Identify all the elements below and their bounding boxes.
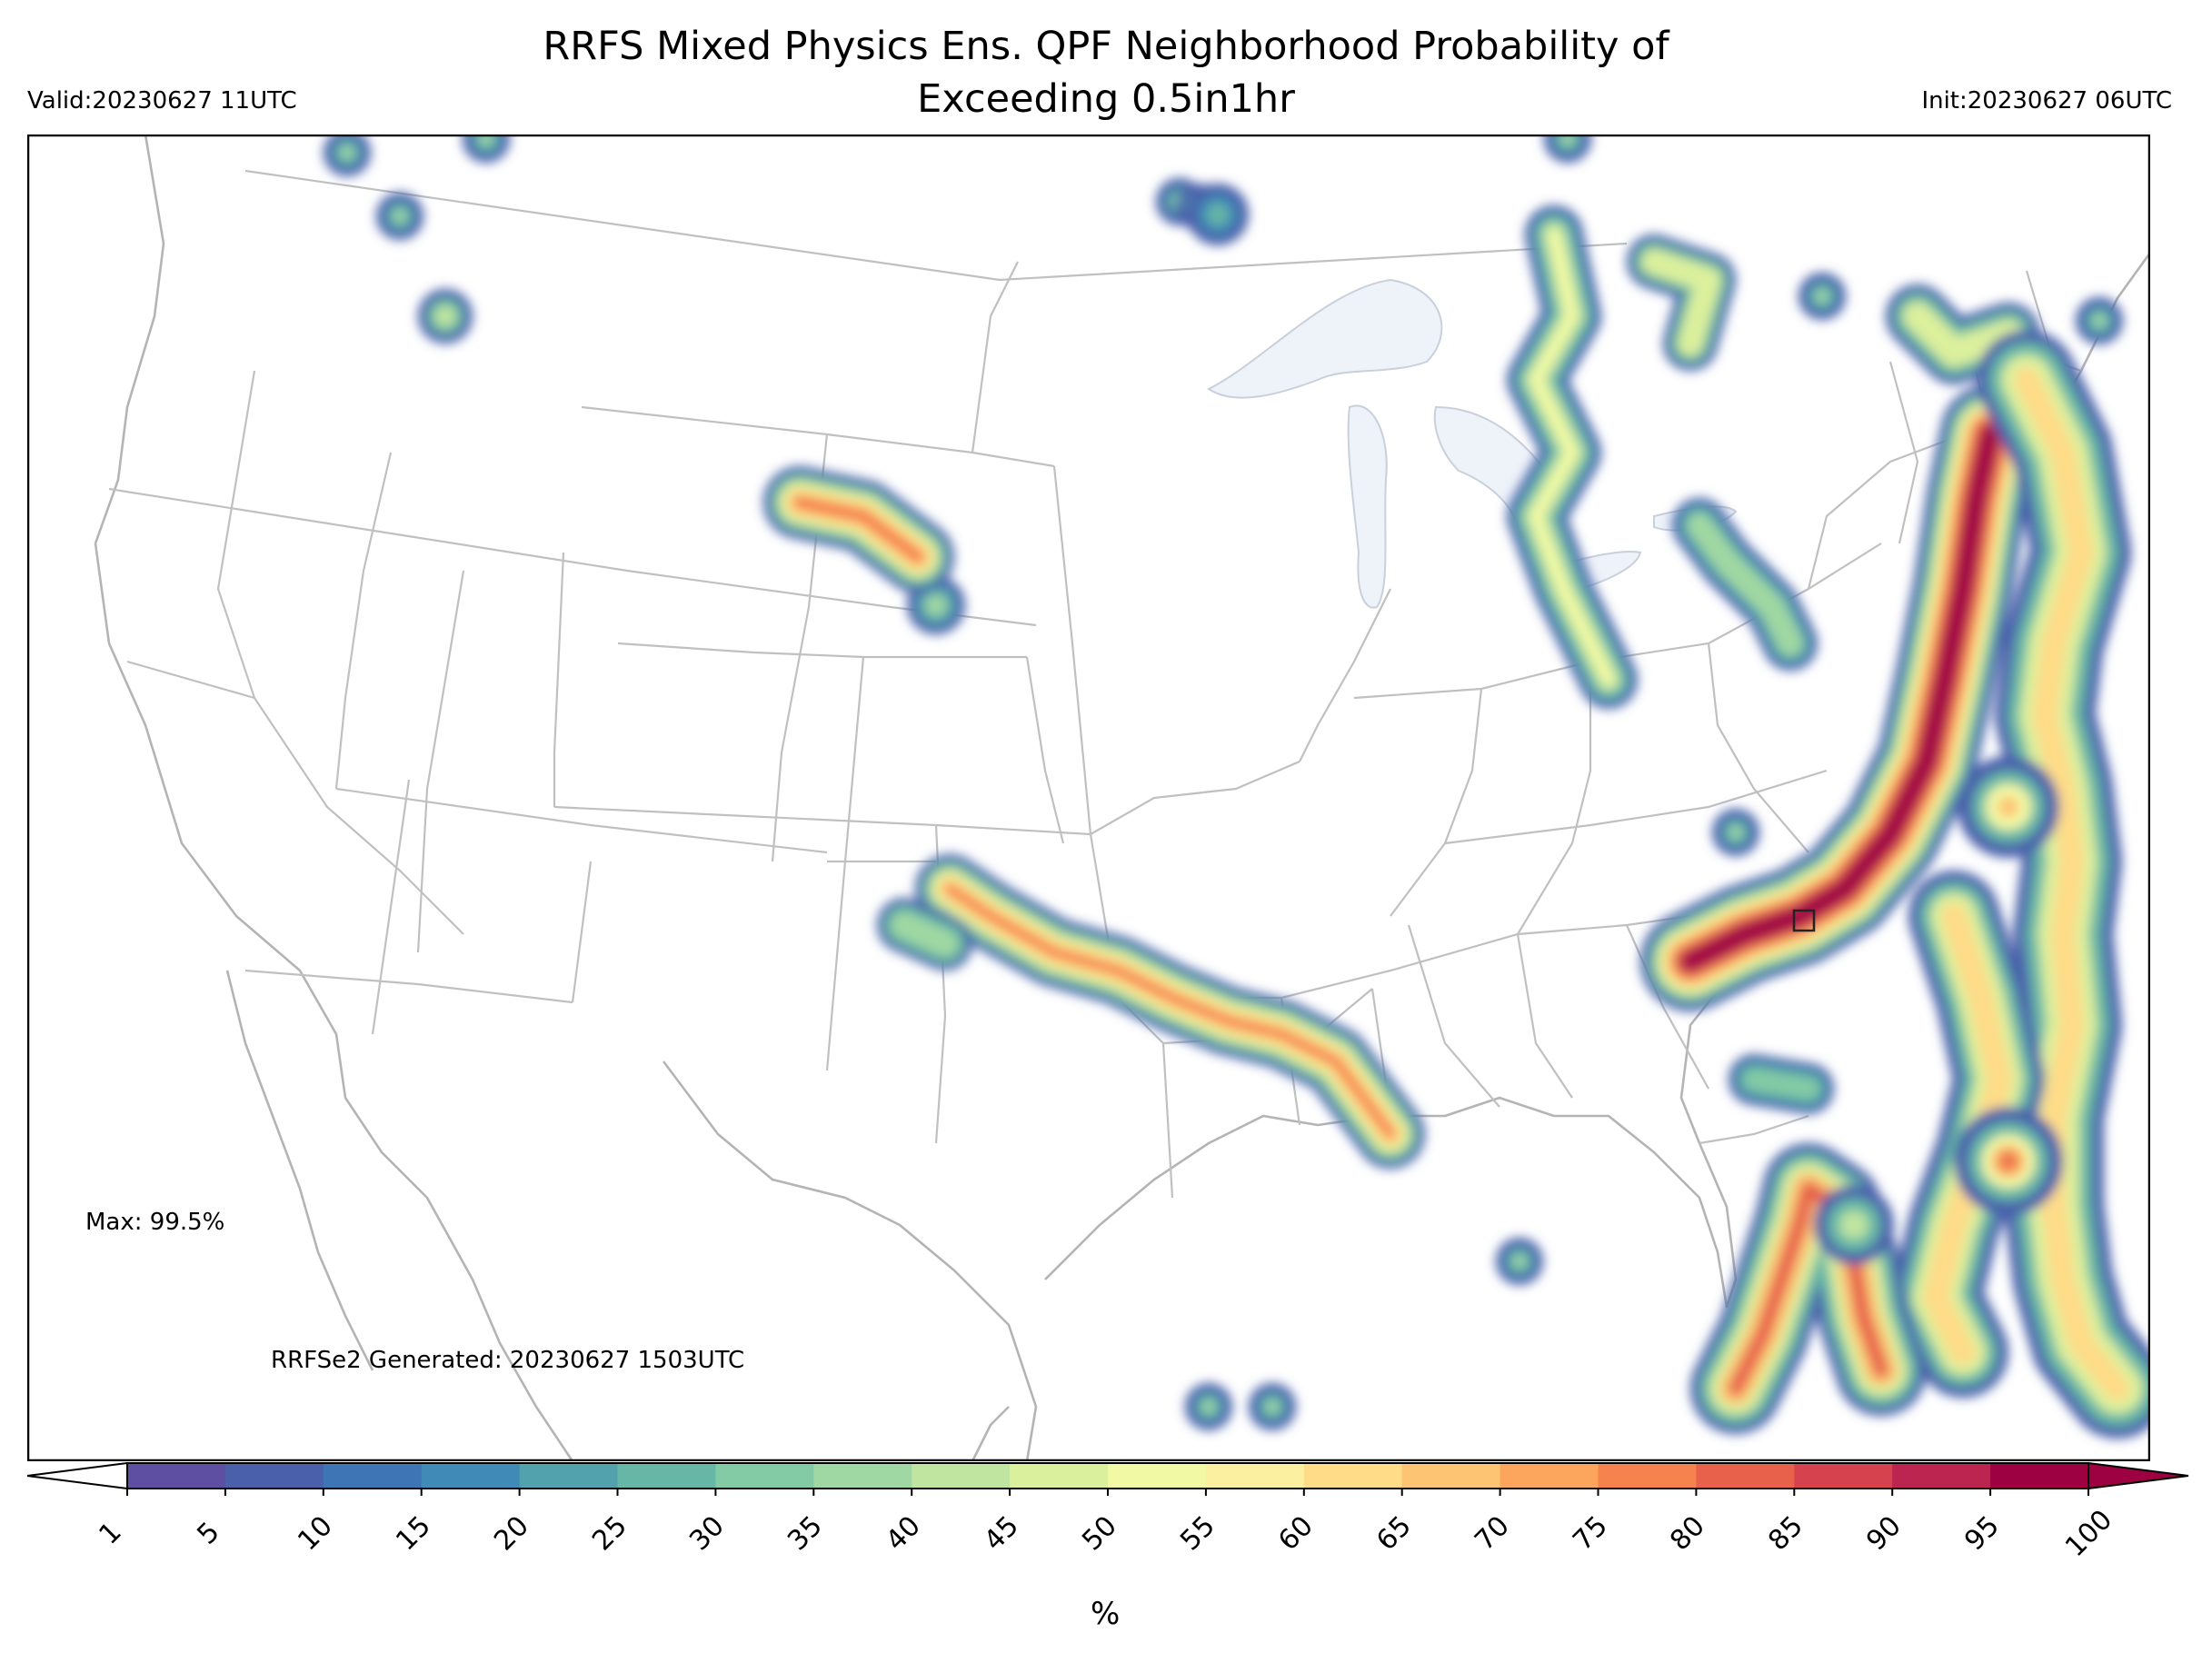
probability-contour — [792, 495, 925, 564]
colorbar — [26, 1461, 2189, 1496]
colorbar-cell — [1696, 1463, 1795, 1489]
title-line-2: Exceeding 0.5in1hr — [917, 76, 1295, 122]
colorbar-extend-low — [26, 1461, 128, 1490]
max-value-label: Max: 99.5% — [85, 1209, 225, 1236]
probability-cell — [1265, 1399, 1280, 1414]
probability-contour — [1729, 1181, 1888, 1396]
colorbar-tick-label: 30 — [683, 1509, 732, 1558]
colorbar-cell — [1010, 1463, 1109, 1489]
probability-contour — [944, 883, 1396, 1140]
colorbar-cell — [224, 1463, 324, 1489]
colorbar-tick-label: 60 — [1272, 1509, 1320, 1558]
colorbar-cell — [617, 1463, 716, 1489]
colorbar-tick-label: 40 — [880, 1509, 928, 1558]
colorbar-label: % — [1091, 1596, 1121, 1632]
probability-cell — [2001, 1154, 2016, 1169]
colorbar-tick-label: 15 — [389, 1509, 437, 1558]
colorbar-cell — [421, 1463, 521, 1489]
colorbar-tick-label: 65 — [1370, 1509, 1418, 1558]
init-time-label: Init:20230627 06UTC — [1921, 87, 2172, 115]
colorbar-cell — [1303, 1463, 1403, 1489]
colorbar-tick-label: 25 — [585, 1509, 633, 1558]
colorbar-cell — [813, 1463, 912, 1489]
colorbar-cell — [715, 1463, 814, 1489]
colorbar-tick-label: 1 — [93, 1516, 128, 1551]
colorbar-tick-label: 10 — [292, 1509, 339, 1558]
probability-cell — [340, 145, 354, 160]
colorbar-tick-label: 50 — [1076, 1509, 1123, 1558]
colorbar-cell — [1598, 1463, 1697, 1489]
probability-cell — [1815, 289, 1829, 304]
probability-cell — [1201, 1399, 1216, 1414]
colorbar-tick-label: 5 — [191, 1516, 226, 1551]
probability-contour — [1903, 302, 2023, 367]
probability-contour — [892, 912, 958, 956]
probability-contour — [1641, 249, 1721, 356]
generated-label: RRFSe2 Generated: 20230627 1503UTC — [271, 1347, 745, 1374]
colorbar-tick-label: 80 — [1664, 1509, 1712, 1558]
colorbar-cell — [519, 1463, 619, 1489]
probability-contour — [1684, 428, 1997, 968]
colorbar-extend-high — [2087, 1461, 2189, 1490]
colorbar-cell — [323, 1463, 423, 1489]
probability-cell — [1998, 796, 2019, 818]
colorbar-cell — [1108, 1463, 1207, 1489]
map-panel — [27, 134, 2150, 1461]
probability-contour — [1743, 1069, 1819, 1100]
probability-cell — [2092, 314, 2107, 328]
colorbar-cell — [127, 1463, 226, 1489]
valid-time-label: Valid:20230627 11UTC — [27, 87, 297, 115]
probability-cell — [393, 209, 407, 224]
probability-contour — [2014, 367, 2130, 1401]
probability-contour — [1529, 227, 1616, 687]
colorbar-tick-label: 100 — [2059, 1503, 2119, 1564]
colorbar-tick-label: 95 — [1958, 1509, 2007, 1558]
colorbar-cell — [1205, 1463, 1305, 1489]
colorbar-tick-label: 85 — [1762, 1509, 1810, 1558]
colorbar-cell — [912, 1463, 1011, 1489]
probability-cell — [434, 305, 456, 327]
colorbar-tick-label: 55 — [1174, 1509, 1221, 1558]
probability-cell — [1207, 204, 1229, 225]
title-line-1: RRFS Mixed Physics Ens. QPF Neighborhood… — [543, 24, 1669, 69]
colorbar-tick-label: 70 — [1468, 1509, 1516, 1558]
colorbar-tick-label: 90 — [1860, 1509, 1908, 1558]
colorbar-cell — [1794, 1463, 1893, 1489]
probability-cell — [1560, 134, 1575, 146]
colorbar-tick-label: 20 — [487, 1509, 535, 1558]
probability-field — [324, 134, 2150, 1439]
probability-cell — [1839, 1210, 1868, 1240]
colorbar-cell — [1892, 1463, 1991, 1489]
probability-contour — [1687, 513, 1803, 656]
probability-cell — [925, 594, 947, 616]
colorbar-tick-label: 75 — [1566, 1509, 1614, 1558]
colorbar-cell — [1401, 1463, 1501, 1489]
max-location-marker — [1792, 909, 1816, 932]
colorbar-cell — [1990, 1463, 2089, 1489]
colorbar-tick-label: 45 — [978, 1509, 1026, 1558]
colorbar-cell — [1500, 1463, 1599, 1489]
probability-cell — [479, 134, 493, 146]
probability-cell — [1512, 1254, 1527, 1269]
colorbar-tick-label: 35 — [782, 1509, 830, 1558]
probability-cell — [1729, 825, 1743, 840]
